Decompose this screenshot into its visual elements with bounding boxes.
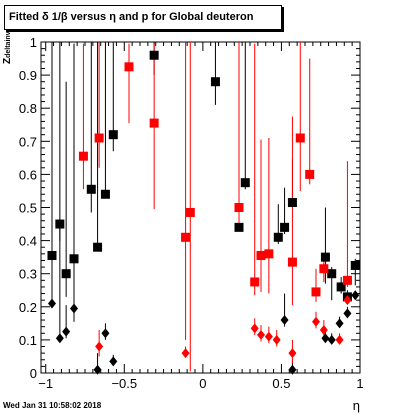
diamond-marker: [351, 290, 360, 301]
square-marker: [250, 277, 260, 287]
square-marker: [264, 249, 274, 259]
diamond-marker: [327, 334, 336, 345]
square-marker: [86, 184, 96, 194]
y-tick-label: 0.5: [19, 201, 37, 216]
x-tick-label: −1: [38, 376, 53, 391]
square-marker: [240, 178, 250, 188]
y-tick-label: 0.3: [19, 267, 37, 282]
diamond-marker: [93, 364, 102, 375]
diamond-marker: [321, 333, 330, 344]
plot-frame: [40, 41, 361, 374]
diamond-marker: [181, 348, 190, 359]
diamond-marker: [250, 323, 259, 334]
y-tick-label: 0.8: [19, 101, 37, 116]
data-markers: [47, 50, 360, 375]
square-marker: [287, 198, 297, 208]
diamond-marker: [288, 364, 297, 375]
diamond-marker: [335, 334, 344, 345]
diamond-marker: [55, 333, 64, 344]
x-axis-label: η: [352, 398, 360, 413]
diamond-marker: [319, 324, 328, 335]
x-tick-label: 0.5: [272, 376, 290, 391]
error-bars: [51, 42, 356, 373]
square-marker: [61, 269, 71, 279]
y-tick-label: 0.4: [19, 234, 37, 249]
y-axis-label-subscript: deltainv: [5, 31, 12, 58]
x-tick-label: −0.5: [111, 376, 137, 391]
diamond-marker: [70, 303, 78, 314]
diamond-marker: [343, 295, 352, 306]
diamond-marker: [288, 348, 297, 359]
square-marker: [185, 207, 195, 217]
diamond-marker: [312, 316, 320, 327]
y-tick-label: 0.6: [19, 167, 37, 182]
diamond-marker: [95, 341, 104, 352]
square-marker: [311, 287, 321, 297]
square-marker: [108, 130, 118, 140]
diamond-marker: [62, 326, 71, 337]
chart-title: Fitted δ 1/β versus η and p for Global d…: [4, 5, 282, 30]
square-marker: [327, 269, 337, 279]
square-marker: [93, 242, 103, 252]
square-marker: [273, 232, 283, 242]
diamond-marker: [257, 329, 265, 340]
square-marker: [94, 133, 104, 143]
diamond-marker: [343, 308, 352, 319]
square-marker: [181, 232, 191, 242]
datestamp: Wed Jan 31 10:58:02 2018: [3, 401, 102, 410]
diamond-marker: [48, 298, 56, 309]
x-tick-label: 0: [199, 376, 206, 391]
square-marker: [210, 77, 220, 87]
square-marker: [100, 189, 110, 199]
square-marker: [149, 118, 159, 128]
square-marker: [350, 260, 360, 270]
square-marker: [256, 250, 266, 260]
square-marker: [55, 219, 65, 229]
square-marker: [305, 169, 315, 179]
x-tick-label: 1: [356, 376, 363, 391]
square-marker: [319, 264, 329, 274]
y-axis-label: Zdeltainv: [2, 31, 13, 64]
square-marker: [234, 222, 244, 232]
square-marker: [320, 252, 330, 262]
y-tick-label: 0: [30, 366, 37, 381]
y-tick-label: 0.7: [19, 134, 37, 149]
diamond-marker: [264, 331, 273, 342]
diamond-marker: [101, 328, 110, 339]
diamond-marker: [280, 315, 289, 326]
y-tick-label: 0.9: [19, 68, 37, 83]
axis-ticks: 0 0.1 0.2 0.3 0.4 0.5 0.6 0.7 0.8 0.9 1 −1 −0.5 0 0.5 1: [19, 35, 364, 391]
square-marker: [342, 275, 352, 285]
square-marker: [69, 254, 79, 264]
square-marker: [295, 133, 305, 143]
diamond-marker: [272, 334, 281, 345]
square-marker: [336, 282, 346, 292]
diamond-marker: [335, 318, 344, 329]
square-marker: [124, 62, 134, 72]
square-marker: [280, 222, 290, 232]
diamond-marker: [109, 356, 118, 367]
y-tick-label: 1: [30, 35, 37, 50]
square-marker: [287, 257, 297, 267]
y-tick-label: 0.1: [19, 333, 37, 348]
square-marker: [78, 151, 88, 161]
y-tick-label: 0.2: [19, 300, 37, 315]
square-marker: [234, 203, 244, 212]
square-marker: [149, 50, 159, 60]
square-marker: [47, 250, 57, 260]
